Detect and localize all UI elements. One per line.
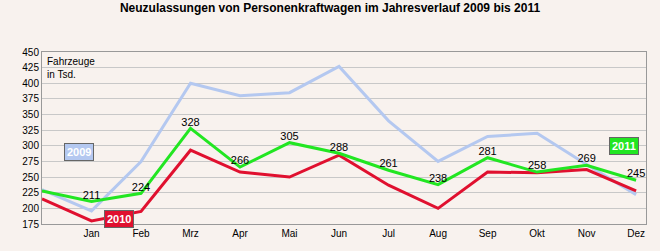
svg-text:Jun: Jun [331,228,347,239]
svg-text:425: 425 [22,62,39,73]
svg-text:275: 275 [22,156,39,167]
svg-text:269: 269 [577,152,595,164]
svg-text:175: 175 [22,219,39,230]
svg-text:211: 211 [83,189,101,201]
svg-text:266: 266 [231,154,249,166]
svg-text:Sep: Sep [479,228,497,239]
svg-text:245: 245 [627,167,645,179]
svg-text:Nov: Nov [578,228,596,239]
svg-text:Dez: Dez [627,228,645,239]
svg-text:2011: 2011 [612,140,636,152]
svg-text:Apr: Apr [232,228,248,239]
svg-text:Jan: Jan [83,228,99,239]
svg-text:Neuzulassungen von Personenkra: Neuzulassungen von Personenkraftwagen im… [120,1,541,15]
svg-text:224: 224 [132,181,150,193]
svg-text:Mai: Mai [281,228,297,239]
svg-text:450: 450 [22,47,39,58]
svg-text:Feb: Feb [132,228,150,239]
svg-text:400: 400 [22,78,39,89]
svg-text:Okt: Okt [529,228,545,239]
svg-text:2009: 2009 [67,146,91,158]
svg-text:281: 281 [478,145,496,157]
svg-text:225: 225 [22,187,39,198]
svg-text:305: 305 [280,130,298,142]
svg-text:250: 250 [22,172,39,183]
svg-text:288: 288 [330,141,348,153]
svg-text:238: 238 [429,172,447,184]
svg-text:300: 300 [22,140,39,151]
svg-text:350: 350 [22,109,39,120]
svg-text:Mrz: Mrz [182,228,199,239]
svg-text:325: 325 [22,125,39,136]
svg-text:375: 375 [22,93,39,104]
svg-text:200: 200 [22,203,39,214]
svg-text:261: 261 [379,157,397,169]
svg-text:Jul: Jul [382,228,395,239]
svg-text:2010: 2010 [107,213,131,225]
svg-text:328: 328 [181,116,199,128]
svg-text:258: 258 [528,159,546,171]
svg-text:Fahrzeugein Tsd.: Fahrzeugein Tsd. [47,56,95,80]
svg-text:Aug: Aug [429,228,447,239]
